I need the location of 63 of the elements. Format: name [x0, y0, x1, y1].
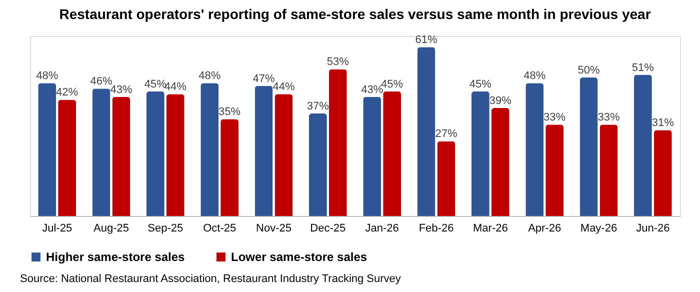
- bar: [92, 88, 110, 216]
- bar: [491, 108, 510, 216]
- bar: [220, 119, 239, 216]
- data-label: 39%: [489, 95, 512, 107]
- bar: [274, 94, 293, 216]
- x-tick-label: Jun-26: [636, 222, 670, 234]
- bar: [471, 91, 490, 216]
- bar: [200, 83, 219, 216]
- data-label: 43%: [361, 84, 384, 96]
- data-label: 51%: [632, 62, 654, 74]
- bar: [546, 124, 564, 216]
- x-tick-label: Feb-26: [418, 222, 454, 234]
- x-tick-label: Jan-26: [365, 222, 399, 234]
- bar: [112, 96, 130, 216]
- data-label: 35%: [218, 106, 241, 118]
- data-label: 44%: [272, 81, 295, 94]
- data-label: 50%: [578, 64, 600, 77]
- x-tick-label: Aug-25: [94, 222, 129, 234]
- data-label: 48%: [524, 70, 546, 82]
- bar: [166, 94, 184, 216]
- bar: [417, 47, 436, 216]
- data-label: 33%: [544, 112, 566, 124]
- bar: [308, 114, 327, 216]
- data-label: 27%: [435, 128, 458, 140]
- data-label: 45%: [381, 78, 404, 90]
- data-label: 44%: [164, 81, 187, 94]
- x-tick-label: Sep-25: [148, 222, 184, 234]
- data-label: 48%: [198, 70, 221, 82]
- x-tick-label: Dec-25: [310, 222, 346, 234]
- x-tick-label: Nov-25: [256, 222, 292, 234]
- data-label: 47%: [252, 72, 275, 85]
- data-label: 46%: [90, 76, 112, 88]
- bar: [328, 69, 347, 216]
- data-label: 37%: [306, 100, 330, 113]
- bar: [38, 83, 56, 216]
- x-tick-label: May-26: [580, 222, 618, 234]
- bar: [383, 91, 402, 216]
- bar: [526, 83, 544, 216]
- legend-label: Higher same-store sales: [46, 250, 186, 264]
- bar: [58, 100, 76, 216]
- data-label: 42%: [56, 86, 78, 99]
- x-tick-label: Mar-26: [472, 222, 508, 234]
- x-tick-label: Oct-25: [203, 222, 236, 234]
- data-label: 45%: [469, 78, 492, 90]
- data-label: 61%: [415, 34, 438, 46]
- bar: [363, 96, 382, 216]
- data-label: 48%: [36, 70, 58, 82]
- x-tick-label: Apr-26: [528, 222, 562, 234]
- bar: [437, 141, 456, 216]
- x-tick-label: Jul-25: [42, 222, 72, 234]
- data-label: 31%: [652, 117, 674, 130]
- data-label: 53%: [326, 56, 350, 68]
- source-note: Source: National Restaurant Association, Restaurant Industry Tracking Survey: [20, 273, 402, 285]
- data-label: 43%: [110, 84, 132, 96]
- bar: [254, 86, 273, 216]
- bar: [634, 74, 652, 216]
- bar: [600, 124, 618, 216]
- bar: [146, 91, 164, 216]
- bar: [654, 130, 672, 216]
- legend-label: Lower same-store sales: [231, 250, 368, 264]
- chart-title: Restaurant operators' reporting of same-store sales versus same month in previous year: [59, 6, 652, 22]
- bar: [580, 78, 598, 216]
- data-label: 33%: [598, 112, 620, 124]
